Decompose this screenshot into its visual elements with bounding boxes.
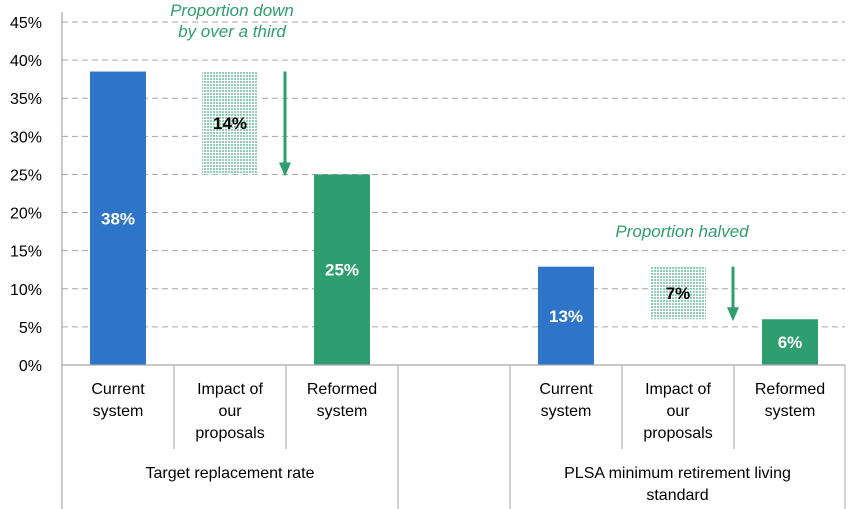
y-tick-label: 30% — [10, 129, 42, 146]
x-category-label: system — [765, 403, 816, 420]
y-tick-label: 25% — [10, 167, 42, 184]
y-tick-label: 0% — [19, 358, 42, 375]
bar-value-label: 14% — [213, 114, 247, 133]
down-arrow-icon — [727, 266, 739, 322]
x-category-label: Impact of — [645, 381, 711, 398]
bar-change — [202, 71, 258, 175]
x-category-label: Reformed — [307, 381, 377, 398]
arrow-head — [279, 162, 291, 177]
y-tick-label: 40% — [10, 53, 42, 70]
chart-annotation: by over a third — [178, 22, 286, 41]
x-category-label: system — [317, 403, 368, 420]
bar-total — [538, 266, 594, 365]
bar-value-label: 25% — [325, 261, 359, 280]
x-category-label: Reformed — [755, 381, 825, 398]
x-category-label: system — [541, 403, 592, 420]
x-category-label: system — [93, 403, 144, 420]
bar-total — [90, 71, 146, 366]
down-arrow-icon — [279, 71, 291, 177]
x-category-label: Impact of — [197, 381, 263, 398]
bar-value-label: 6% — [778, 333, 803, 352]
bar-change — [650, 266, 706, 320]
arrow-head — [727, 307, 739, 322]
bar-total — [314, 174, 370, 365]
bar-value-label: 13% — [549, 307, 583, 326]
y-tick-label: 20% — [10, 206, 42, 223]
x-category-label: Current — [539, 381, 593, 398]
y-tick-label: 45% — [10, 15, 42, 32]
y-tick-label: 35% — [10, 91, 42, 108]
bar-value-label: 7% — [666, 284, 691, 303]
bar-value-label: 38% — [101, 209, 135, 228]
x-group-label: Target replacement rate — [146, 465, 315, 482]
x-category-label: proposals — [195, 425, 264, 442]
x-category-label: our — [666, 403, 690, 420]
y-tick-label: 5% — [19, 320, 42, 337]
x-group-label: standard — [646, 487, 708, 504]
bar-total — [762, 319, 818, 365]
x-group-label: PLSA minimum retirement living — [564, 465, 791, 482]
y-tick-label: 10% — [10, 282, 42, 299]
chart-annotation: Proportion halved — [615, 222, 749, 241]
x-category-label: proposals — [643, 425, 712, 442]
chart-annotation: Proportion down — [170, 1, 294, 20]
y-tick-label: 15% — [10, 244, 42, 261]
x-category-label: Current — [91, 381, 145, 398]
x-category-label: our — [218, 403, 242, 420]
